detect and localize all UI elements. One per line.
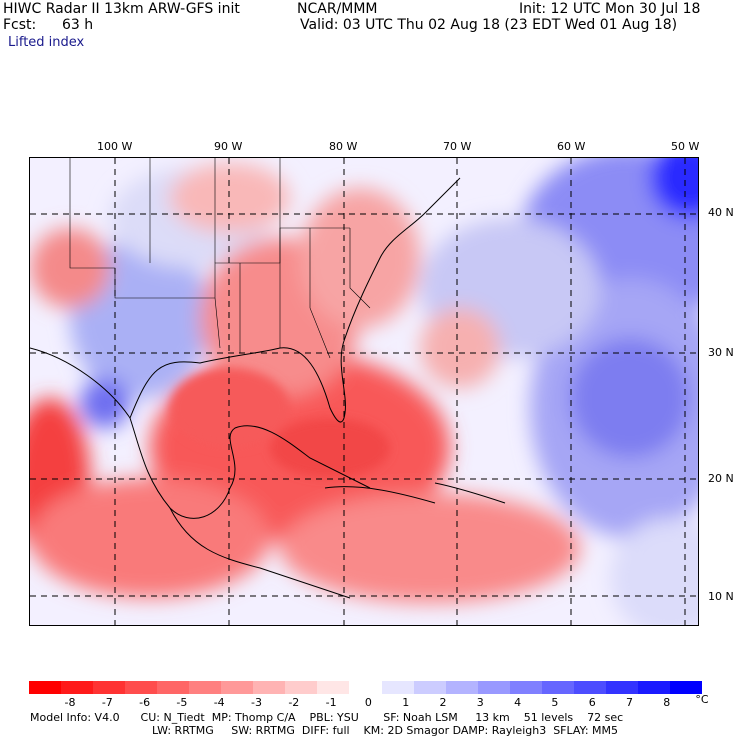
colorbar-tick-label: -5 — [176, 696, 188, 709]
latlon-grid — [30, 158, 698, 625]
colorbar-tick-label: 8 — [663, 696, 671, 709]
valid-time: Valid: 03 UTC Thu 02 Aug 18 (23 EDT Wed … — [300, 17, 678, 33]
lon-label-50w: 50 W — [671, 140, 700, 153]
colorbar — [29, 681, 702, 694]
colorbar-swatch — [509, 681, 542, 694]
colorbar-swatch — [285, 681, 318, 694]
colorbar-tick-label: 6 — [588, 696, 596, 709]
colorbar-swatch — [253, 681, 286, 694]
colorbar-tick-label: -1 — [325, 696, 337, 709]
colorbar-tick-label: 7 — [626, 696, 633, 709]
lat-label-20n: 20 N — [708, 472, 734, 485]
colorbar-swatch — [349, 681, 382, 694]
colorbar-swatch — [669, 681, 702, 694]
colorbar-swatch — [477, 681, 510, 694]
colorbar-swatch — [381, 681, 414, 694]
colorbar-swatch — [157, 681, 190, 694]
colorbar-swatch — [317, 681, 350, 694]
colorbar-tick-label: 2 — [439, 696, 447, 709]
colorbar-swatch — [541, 681, 574, 694]
state-boundaries — [69, 158, 371, 359]
lon-label-60w: 60 W — [557, 140, 586, 153]
lat-label-40n: 40 N — [708, 206, 734, 219]
lat-label-30n: 30 N — [708, 346, 734, 359]
colorbar-swatch — [61, 681, 94, 694]
colorbar-swatch — [29, 681, 62, 694]
colorbar-swatch — [413, 681, 446, 694]
org-label: NCAR/MMM — [297, 1, 378, 17]
lon-label-100w: 100 W — [97, 140, 133, 153]
colorbar-tick-label: 3 — [476, 696, 484, 709]
lon-label-80w: 80 W — [329, 140, 358, 153]
colorbar-swatch — [189, 681, 222, 694]
colorbar-swatch — [605, 681, 638, 694]
colorbar-swatch — [445, 681, 478, 694]
colorbar-swatch — [125, 681, 158, 694]
colorbar-tick-label: 4 — [514, 696, 522, 709]
fcst-value: 63 h — [62, 17, 94, 33]
init-time: Init: 12 UTC Mon 30 Jul 18 — [519, 1, 701, 17]
colorbar-swatch — [93, 681, 126, 694]
lat-label-10n: 10 N — [708, 590, 734, 603]
colorbar-tick-label: 5 — [551, 696, 559, 709]
fcst-label: Fcst: — [3, 17, 37, 33]
colorbar-tick-label: -7 — [101, 696, 113, 709]
coastlines — [30, 177, 506, 599]
colorbar-tick-label: -8 — [64, 696, 76, 709]
colorbar-tick-label: 1 — [402, 696, 410, 709]
model-info-line2: LW: RRTMG SW: RRTMG DIFF: full KM: 2D Sm… — [152, 724, 618, 737]
map-field-svg — [30, 158, 698, 625]
colorbar-unit: °C — [695, 693, 709, 706]
colorbar-swatch — [637, 681, 670, 694]
colorbar-swatch — [573, 681, 606, 694]
colorbar-tick-label: 0 — [364, 696, 372, 709]
colorbar-swatch — [221, 681, 254, 694]
colorbar-tick-label: -6 — [139, 696, 151, 709]
colorbar-tick-label: -4 — [213, 696, 225, 709]
lifted-index-map — [29, 157, 699, 626]
colorbar-tick-label: -3 — [251, 696, 262, 709]
field-name: Lifted index — [8, 35, 85, 50]
colorbar-tick-label: -2 — [288, 696, 300, 709]
lon-label-70w: 70 W — [443, 140, 472, 153]
model-title: HIWC Radar II 13km ARW-GFS init — [3, 1, 240, 17]
lon-label-90w: 90 W — [214, 140, 243, 153]
model-info-line1: Model Info: V4.0 CU: N_Tiedt MP: Thomp C… — [30, 711, 624, 724]
